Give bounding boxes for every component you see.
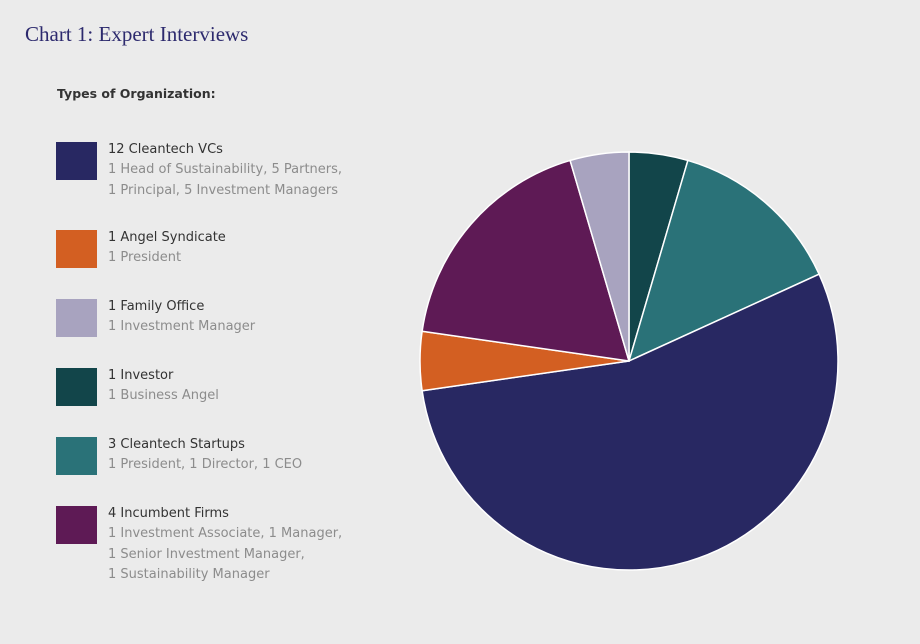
legend-detail: 1 Business Angel [108, 388, 219, 403]
legend-detail: 1 Sustainability Manager [108, 567, 270, 582]
legend-detail: 1 Investment Associate, 1 Manager, [108, 526, 343, 541]
pie-slice [421, 273, 839, 571]
legend-detail: 1 Investment Manager [108, 319, 256, 334]
legend-detail: 1 Senior Investment Manager, [108, 546, 305, 562]
legend-swatch [56, 230, 97, 268]
legend-detail: 1 President [108, 250, 182, 265]
legend-label: 1 Investor [108, 368, 174, 383]
legend-swatch [56, 368, 97, 406]
legend-swatch [56, 506, 97, 544]
legend-detail: 1 President, 1 Director, 1 CEO [108, 457, 303, 472]
legend-label: 1 Angel Syndicate [108, 230, 226, 245]
pie-slice [627, 159, 821, 363]
legend-label: 12 Cleantech VCs [108, 142, 223, 157]
legend-detail: 1 Principal, 5 Investment Managers [108, 182, 338, 198]
legend-swatch [56, 437, 97, 475]
legend-label: 3 Cleantech Startups [108, 437, 245, 452]
pie-slice [421, 159, 631, 362]
pie-slice [569, 151, 630, 362]
legend-label: 4 Incumbent Firms [108, 506, 229, 521]
legend-swatch [56, 299, 97, 337]
legend-detail: 1 Head of Sustainability, 5 Partners, [108, 162, 343, 177]
chart-title: Chart 1: Expert Interviews [25, 22, 249, 46]
legend-title: Types of Organization: [57, 86, 216, 101]
legend-swatch [56, 142, 97, 180]
legend-label: 1 Family Office [108, 299, 205, 314]
